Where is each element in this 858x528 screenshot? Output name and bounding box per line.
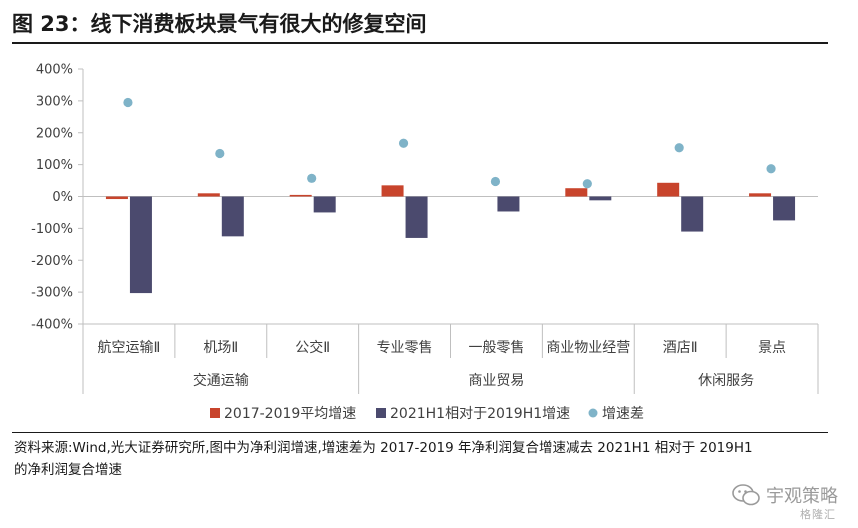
legend-swatch-h1-growth bbox=[376, 408, 386, 418]
y-tick-label: 100% bbox=[36, 158, 73, 173]
bar-h1-growth bbox=[405, 196, 428, 238]
bar-avg-growth bbox=[565, 188, 588, 197]
bar-h1-growth bbox=[221, 196, 244, 237]
category-label: 专业零售 bbox=[377, 340, 433, 356]
bar-h1-growth bbox=[681, 196, 704, 232]
y-tick-label: -200% bbox=[31, 254, 73, 269]
category-label: 景点 bbox=[758, 340, 786, 356]
y-tick-label: -400% bbox=[31, 318, 73, 333]
point-growth-diff bbox=[490, 176, 501, 187]
group-label: 交通运输 bbox=[193, 372, 249, 389]
y-tick-label: 400% bbox=[36, 63, 73, 78]
legend-swatch-growth-diff bbox=[588, 408, 598, 418]
point-growth-diff bbox=[766, 164, 776, 174]
category-label: 酒店Ⅱ bbox=[663, 340, 698, 356]
watermark-text: 宇观策略 bbox=[766, 486, 838, 507]
legend-swatch-avg-growth bbox=[210, 408, 220, 418]
legend-label: 2017-2019平均增速 bbox=[224, 406, 356, 422]
category-label: 一般零售 bbox=[468, 340, 524, 356]
source-note: 资料来源:Wind,光大证券研究所,图中为净利润增速,增速差为 2017-201… bbox=[14, 437, 834, 481]
bar-h1-growth bbox=[129, 196, 152, 294]
bar-h1-growth bbox=[773, 196, 796, 221]
category-label: 商业物业经营 bbox=[546, 340, 630, 356]
y-tick-label: 0% bbox=[52, 190, 73, 205]
category-label: 公交Ⅱ bbox=[295, 339, 330, 356]
bar-avg-growth bbox=[105, 196, 128, 200]
bar-avg-growth bbox=[197, 193, 220, 197]
bar-h1-growth bbox=[497, 196, 520, 212]
y-tick-label: 200% bbox=[36, 126, 73, 141]
point-growth-diff bbox=[123, 97, 133, 108]
legend-label: 增速差 bbox=[602, 406, 644, 422]
category-label: 机场Ⅱ bbox=[203, 340, 238, 356]
wechat-icon bbox=[732, 484, 760, 506]
y-tick-label: -100% bbox=[31, 222, 73, 237]
bar-avg-growth bbox=[289, 194, 312, 197]
source-line-2: 的净利润复合增速 bbox=[14, 462, 122, 478]
y-tick-label: 300% bbox=[36, 94, 73, 109]
legend-label: 2021H1相对于2019H1增速 bbox=[390, 406, 570, 422]
group-label: 休闲服务 bbox=[698, 373, 754, 389]
figure-title: 图 23：线下消费板块景气有很大的修复空间 bbox=[12, 12, 427, 36]
point-growth-diff bbox=[582, 179, 592, 189]
category-label: 航空运输Ⅱ bbox=[97, 340, 160, 356]
watermark: 宇观策略 格隆汇 bbox=[732, 482, 838, 521]
bar-avg-growth bbox=[381, 185, 404, 197]
group-label: 商业贸易 bbox=[468, 373, 524, 389]
bar-avg-growth bbox=[657, 182, 680, 197]
point-growth-diff bbox=[674, 143, 684, 153]
title-rule bbox=[12, 42, 828, 44]
bar-h1-growth bbox=[589, 196, 612, 201]
point-growth-diff bbox=[307, 173, 317, 183]
bar-avg-growth bbox=[749, 193, 772, 197]
bar-h1-growth bbox=[313, 196, 336, 213]
point-growth-diff bbox=[398, 138, 409, 148]
source-rule bbox=[12, 432, 828, 433]
point-growth-diff bbox=[215, 148, 225, 159]
chart: 400% 300% 200% 100% 0% -100% -200% -300% -400% 航空… bbox=[31, 63, 819, 422]
source-line-1: 资料来源:Wind,光大证券研究所,图中为净利润增速,增速差为 2017-201… bbox=[14, 440, 753, 456]
watermark-subtext: 格隆汇 bbox=[800, 508, 836, 521]
y-tick-label: -300% bbox=[31, 286, 73, 301]
